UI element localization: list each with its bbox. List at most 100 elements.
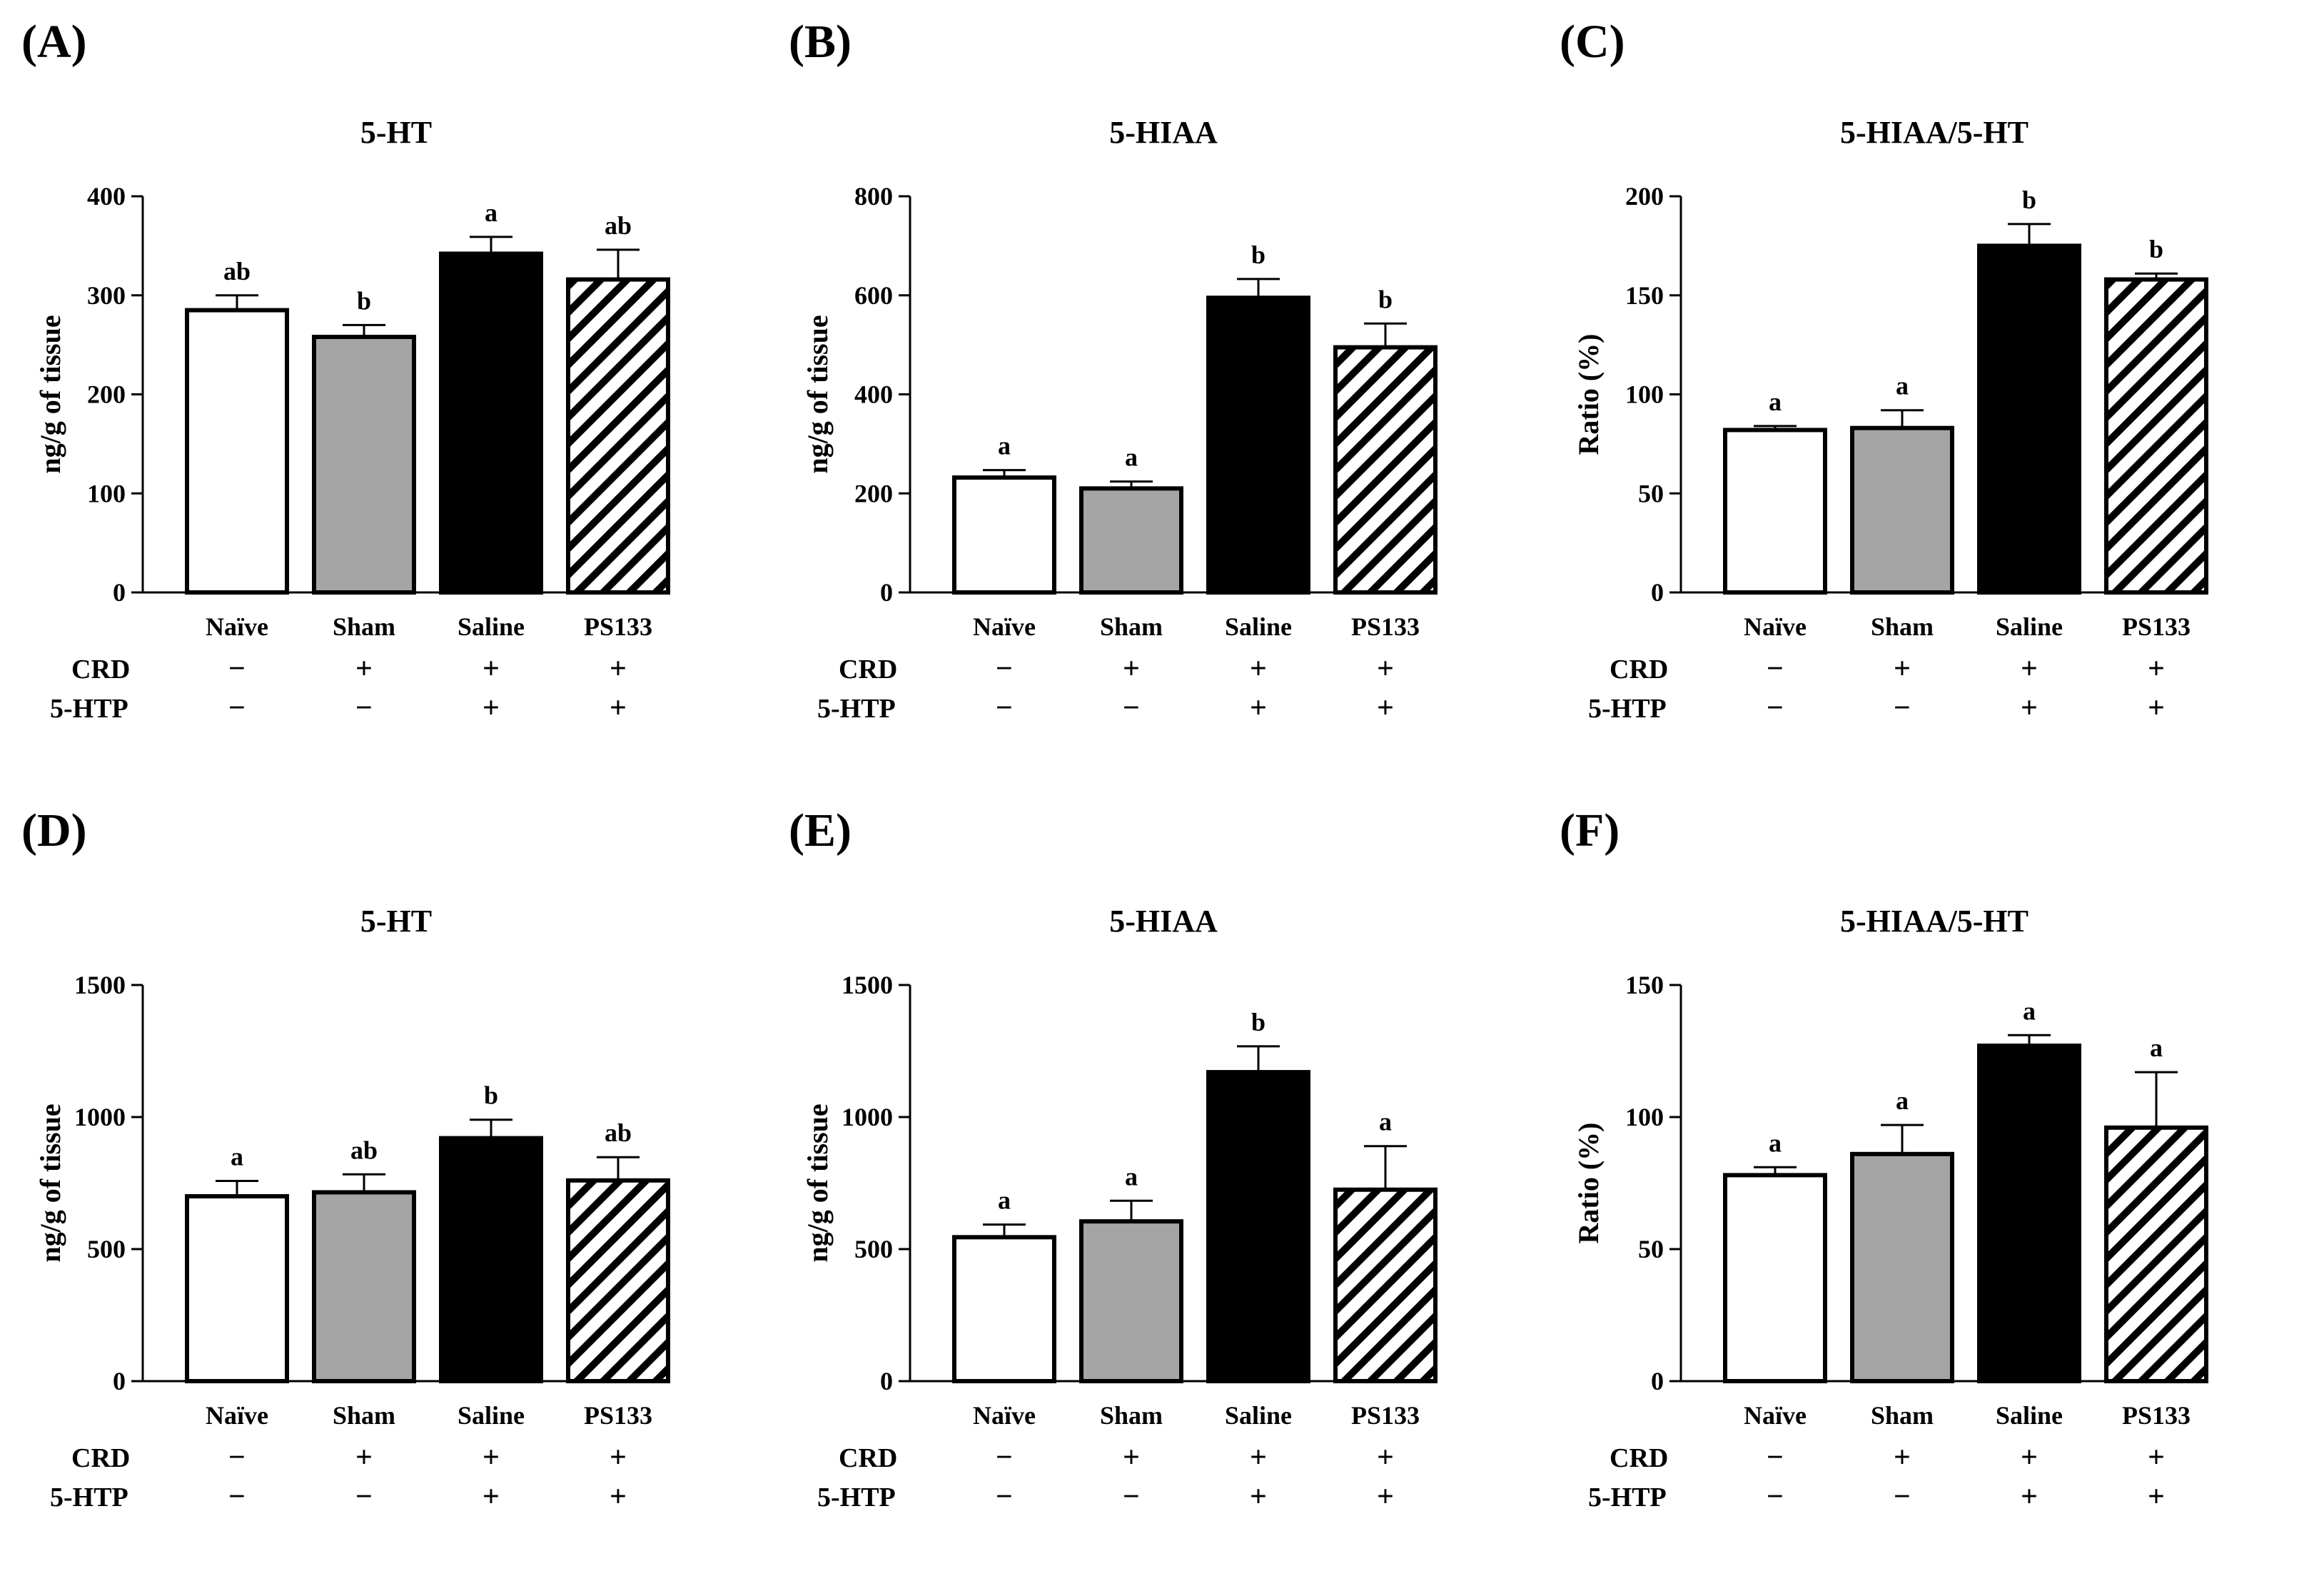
significance-label: b [2022, 186, 2036, 214]
bar-white [185, 308, 289, 595]
treatment-mark: + [2021, 652, 2038, 685]
treatment-mark: + [355, 1441, 373, 1474]
x-category-label: Saline [1225, 612, 1292, 641]
x-category-label: Naïve [1744, 1401, 1807, 1430]
x-category-label: Saline [1996, 612, 2063, 641]
treatment-mark: + [1894, 652, 1911, 685]
treatment-mark: − [1894, 692, 1911, 724]
chart-panel-d: (D) 5-HT ng/g of tissue 0 500 1000 1500 a Naïve −… [21, 803, 771, 1574]
x-category-label: Naïve [206, 1401, 268, 1430]
y-tick-label: 400 [854, 380, 893, 409]
y-axis-label: ng/g of tissue [802, 315, 834, 473]
chart-title: 5-HIAA/5-HT [1840, 115, 2029, 150]
chart-panel-f: (F) 5-HIAA/5-HT Ratio (%) 0 50 100 150 a Naïve − −… [1560, 803, 2309, 1574]
treatment-mark: − [1767, 1441, 1784, 1474]
treatment-row-label: CRD [839, 655, 897, 685]
significance-label: ab [350, 1136, 378, 1164]
treatment-mark: + [483, 1480, 500, 1513]
y-tick-label: 0 [1651, 1367, 1664, 1395]
y-tick-label: 0 [1651, 578, 1664, 607]
treatment-mark: − [1894, 1480, 1911, 1513]
y-tick-label: 1500 [74, 971, 126, 999]
treatment-mark: − [1767, 1480, 1784, 1513]
y-tick-label: 500 [87, 1235, 126, 1263]
bar-hatched [2104, 1125, 2208, 1383]
treatment-mark: + [1250, 1441, 1267, 1474]
bar-hatched [1333, 345, 1438, 595]
treatment-mark: + [1377, 652, 1394, 685]
x-category-label: Naïve [1744, 612, 1807, 641]
significance-label: a [231, 1143, 243, 1171]
chart-title: 5-HIAA [1109, 115, 1218, 150]
treatment-row-label: CRD [71, 655, 130, 685]
treatment-mark: − [228, 1441, 246, 1474]
significance-label: a [1379, 1108, 1392, 1136]
bar-white [1723, 428, 1827, 595]
chart-title: 5-HIAA/5-HT [1840, 904, 2029, 939]
bar-hatched [1333, 1187, 1438, 1383]
y-tick-label: 100 [87, 479, 126, 507]
y-tick-label: 500 [854, 1235, 893, 1263]
chart-title: 5-HT [360, 115, 432, 150]
x-category-label: PS133 [584, 612, 652, 641]
treatment-mark: + [1377, 1480, 1394, 1513]
y-axis-label: Ratio (%) [1572, 334, 1605, 455]
significance-label: a [2023, 996, 2036, 1025]
panel-label: (D) [21, 804, 87, 857]
treatment-row-label: 5-HTP [817, 694, 896, 724]
significance-label: a [1125, 443, 1138, 472]
bar-hatched [566, 1178, 670, 1383]
treatment-mark: + [2021, 1480, 2038, 1513]
y-axis-label: ng/g of tissue [34, 1103, 66, 1262]
x-category-label: PS133 [1351, 612, 1420, 641]
treatment-row-label: 5-HTP [1588, 1483, 1667, 1512]
treatment-mark: − [1767, 692, 1784, 724]
treatment-row-label: CRD [1610, 655, 1668, 685]
significance-label: a [998, 1186, 1011, 1215]
y-axis-label: ng/g of tissue [34, 315, 66, 473]
x-category-label: Sham [1100, 1401, 1163, 1430]
panel-label: (F) [1560, 804, 1620, 857]
chart-c-svg: (C) 5-HIAA/5-HT Ratio (%) 0 50 100 150 200 a Naïv… [1560, 16, 2208, 724]
chart-panel-c: (C) 5-HIAA/5-HT Ratio (%) 0 50 100 150 200 a Naïv… [1560, 14, 2309, 785]
x-category-label: Saline [458, 612, 525, 641]
bar-black [439, 1136, 543, 1383]
chart-panel-a: (A) 5-HT ng/g of tissue 0 100 200 300 400 ab Naïv… [21, 14, 771, 785]
bar-black [1977, 243, 2081, 595]
significance-label: b [1378, 285, 1393, 313]
y-tick-label: 100 [1625, 380, 1664, 409]
y-tick-label: 50 [1638, 479, 1664, 507]
treatment-mark: + [2021, 1441, 2038, 1474]
bar-gray [1850, 1151, 1954, 1383]
x-category-label: PS133 [1351, 1401, 1420, 1430]
chart-f-svg: (F) 5-HIAA/5-HT Ratio (%) 0 50 100 150 a Naïve − −… [1560, 804, 2208, 1513]
treatment-mark: − [996, 1441, 1013, 1474]
treatment-mark: + [1250, 652, 1267, 685]
bar-white [185, 1194, 289, 1383]
bar-gray [312, 1190, 416, 1383]
treatment-mark: + [1377, 692, 1394, 724]
panel-label: (E) [789, 804, 852, 857]
y-tick-label: 0 [113, 578, 126, 607]
y-tick-label: 0 [880, 578, 893, 607]
y-tick-label: 200 [854, 479, 893, 507]
treatment-mark: + [1250, 1480, 1267, 1513]
chart-b-svg: (B) 5-HIAA ng/g of tissue 0 200 400 600 800 a Naï… [789, 16, 1438, 724]
treatment-row-label: 5-HTP [50, 1483, 128, 1512]
treatment-mark: − [228, 692, 246, 724]
significance-label: a [1769, 1128, 1782, 1157]
chart-panel-e: (E) 5-HIAA ng/g of tissue 0 500 1000 1500 a Naïv… [789, 803, 1538, 1574]
bar-white [952, 1235, 1056, 1383]
treatment-row-label: CRD [1610, 1443, 1668, 1473]
bar-black [439, 251, 543, 595]
chart-d-svg: (D) 5-HT ng/g of tissue 0 500 1000 1500 a Naïve −… [21, 804, 670, 1513]
significance-label: b [357, 286, 371, 315]
treatment-mark: − [355, 1480, 373, 1513]
treatment-row-label: 5-HTP [817, 1483, 896, 1512]
significance-label: b [1251, 241, 1265, 269]
significance-label: ab [605, 211, 632, 240]
treatment-mark: − [355, 692, 373, 724]
chart-title: 5-HIAA [1109, 904, 1218, 939]
treatment-mark: − [996, 652, 1013, 685]
